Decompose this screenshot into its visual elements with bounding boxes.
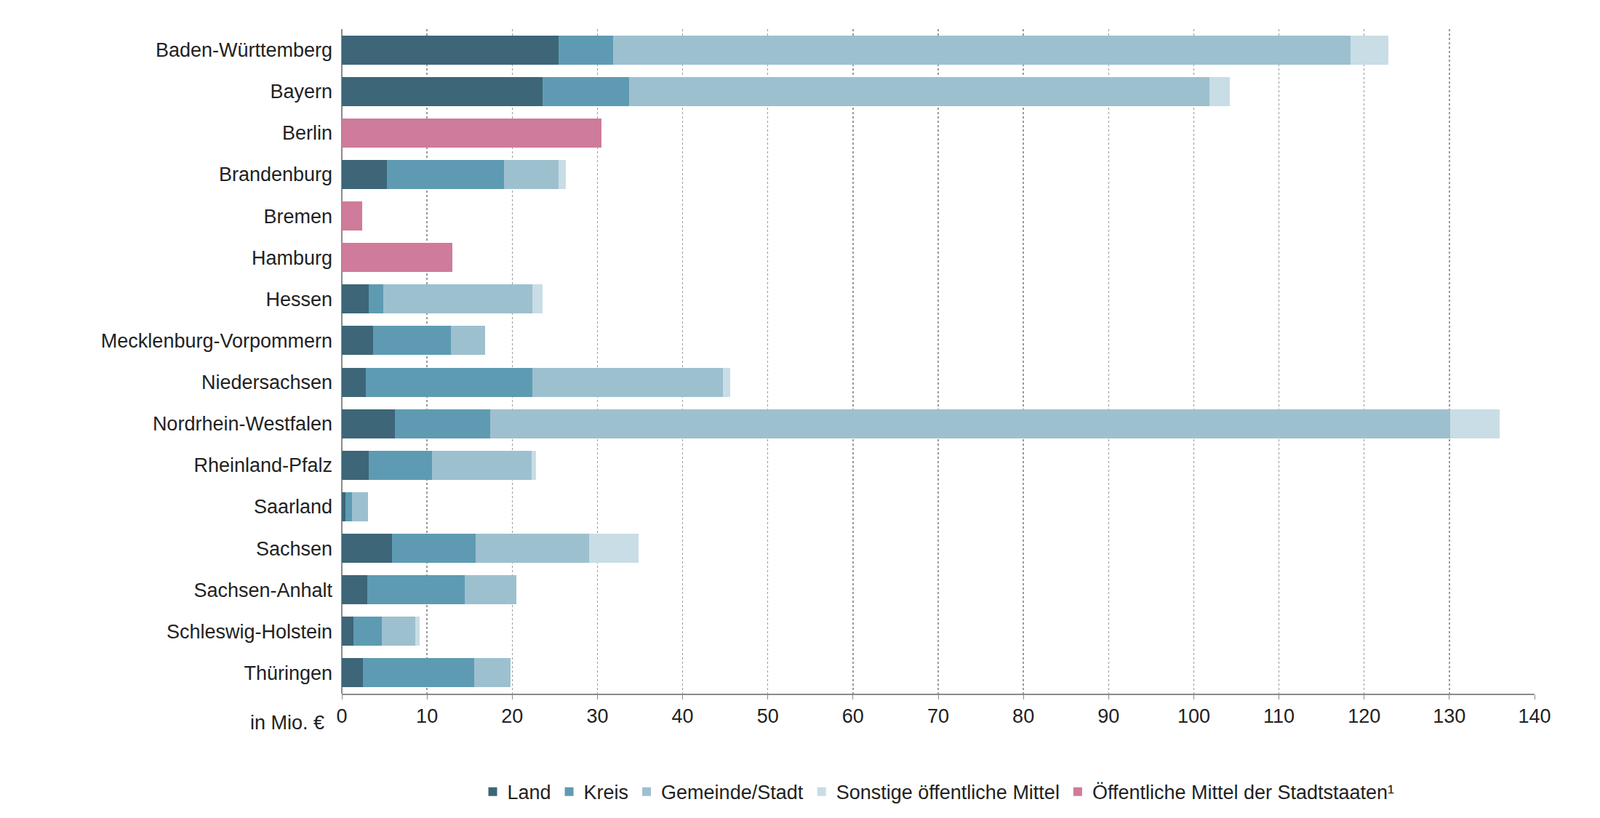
svg-text:Thüringen: Thüringen [243, 662, 333, 685]
svg-text:60: 60 [842, 705, 864, 728]
svg-text:Gemeinde/Stadt: Gemeinde/Stadt [661, 781, 804, 804]
svg-text:Hessen: Hessen [265, 288, 333, 311]
svg-text:Sachsen-Anhalt: Sachsen-Anhalt [193, 579, 333, 602]
svg-text:110: 110 [1263, 705, 1295, 728]
svg-text:Sachsen: Sachsen [256, 538, 333, 560]
svg-text:Saarland: Saarland [253, 496, 333, 518]
svg-text:Nordrhein-Westfalen: Nordrhein-Westfalen [152, 413, 333, 435]
svg-text:Hamburg: Hamburg [251, 247, 333, 270]
svg-text:100: 100 [1177, 705, 1211, 728]
svg-text:90: 90 [1097, 705, 1120, 728]
svg-text:Kreis: Kreis [584, 781, 630, 804]
svg-text:80: 80 [1012, 705, 1035, 728]
svg-text:Berlin: Berlin [282, 122, 333, 144]
svg-text:Bayern: Bayern [269, 80, 333, 103]
svg-text:50: 50 [757, 705, 779, 728]
svg-text:20: 20 [501, 705, 523, 728]
svg-text:Niedersachsen: Niedersachsen [201, 371, 333, 394]
svg-text:Land: Land [507, 781, 552, 804]
svg-text:Schleswig-Holstein: Schleswig-Holstein [166, 621, 333, 643]
svg-text:Rheinland-Pfalz: Rheinland-Pfalz [193, 454, 333, 477]
svg-text:Bremen: Bremen [263, 205, 333, 228]
svg-text:130: 130 [1432, 705, 1466, 728]
svg-text:40: 40 [672, 705, 694, 728]
svg-text:Baden-Württemberg: Baden-Württemberg [155, 39, 333, 62]
svg-text:in Mio. €: in Mio. € [250, 712, 325, 734]
svg-text:10: 10 [416, 705, 438, 728]
svg-text:70: 70 [927, 705, 950, 728]
svg-text:120: 120 [1347, 705, 1381, 728]
svg-text:Sonstige öffentliche Mittel: Sonstige öffentliche Mittel [836, 781, 1060, 804]
svg-text:140: 140 [1517, 705, 1551, 728]
svg-text:0: 0 [336, 705, 347, 728]
svg-text:30: 30 [586, 705, 608, 728]
svg-text:Brandenburg: Brandenburg [218, 163, 333, 186]
svg-text:Öffentliche Mittel der Stadtst: Öffentliche Mittel der Stadtstaaten¹ [1092, 781, 1395, 804]
svg-text:Mecklenburg-Vorpommern: Mecklenburg-Vorpommern [101, 330, 333, 352]
